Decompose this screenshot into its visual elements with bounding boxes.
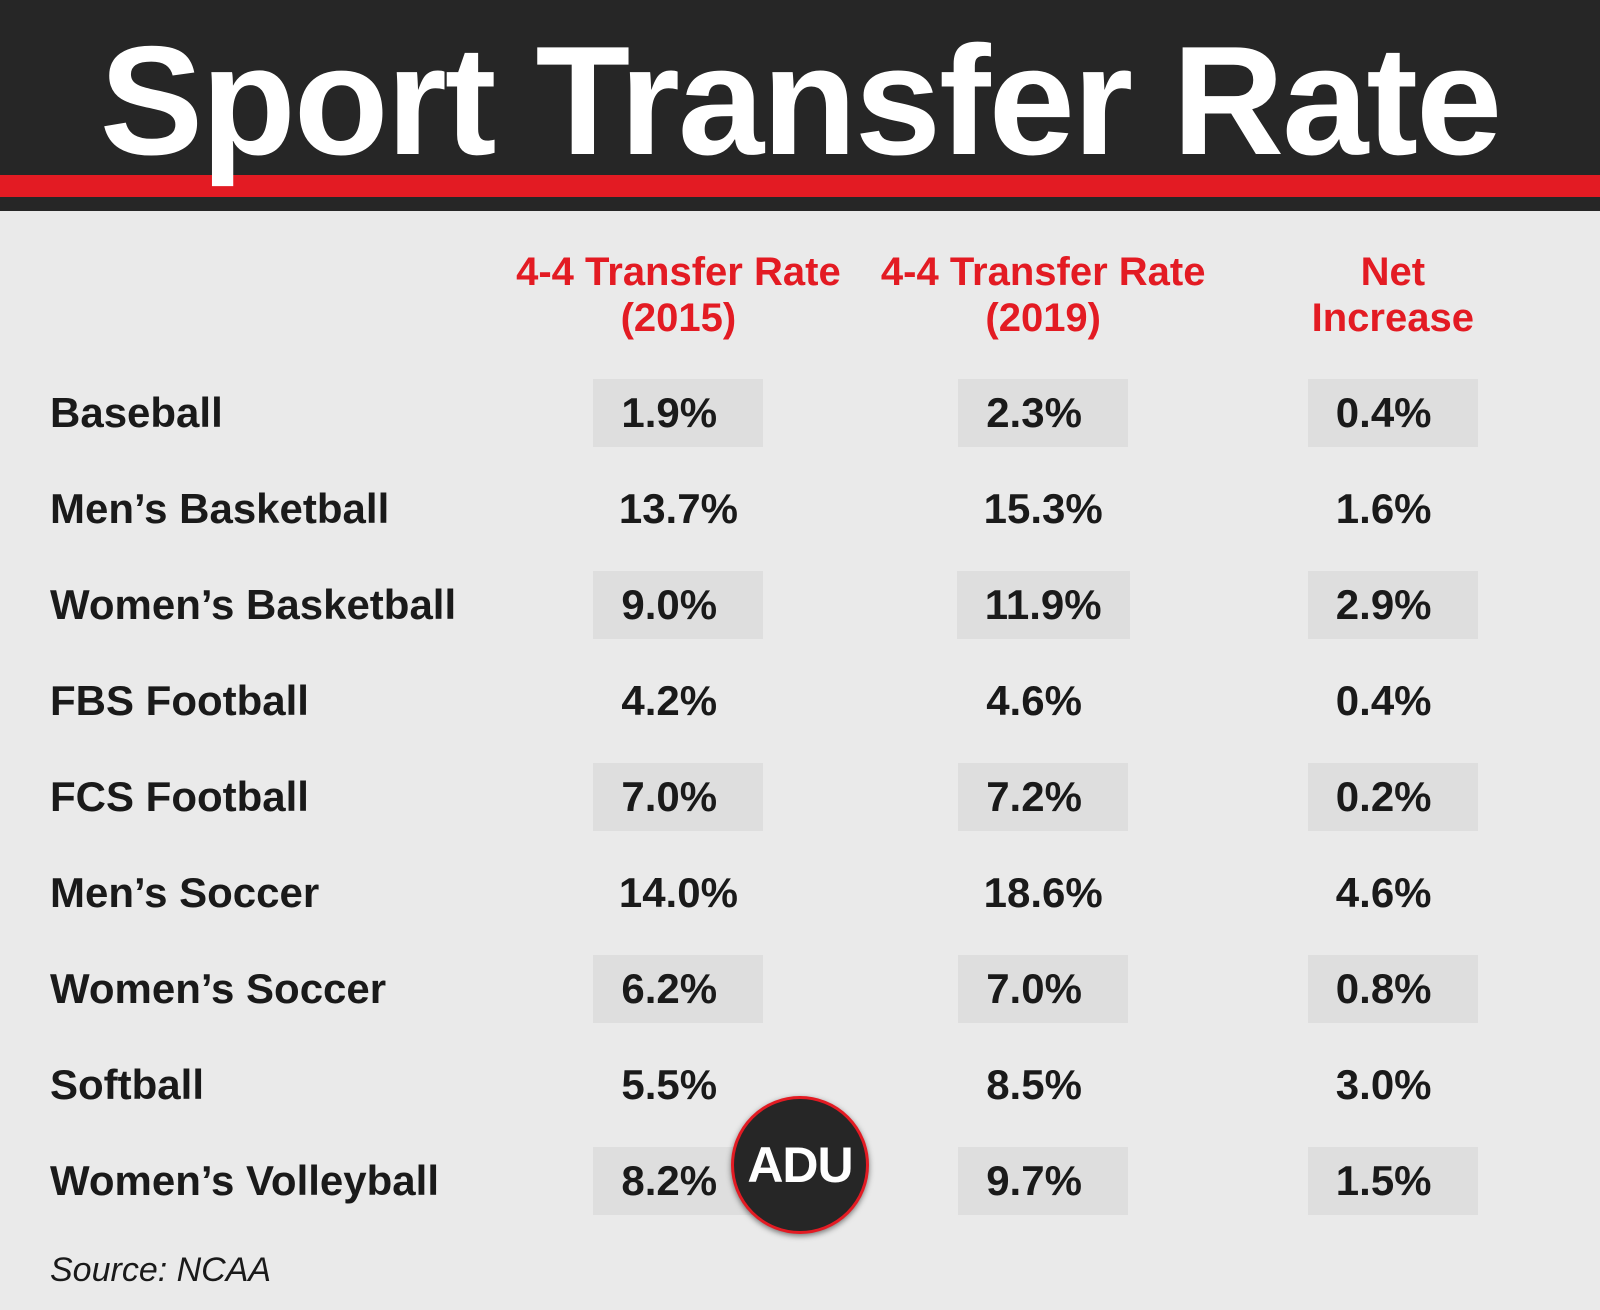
col-header-net-line2: Increase xyxy=(1312,296,1474,340)
table-row: FBS Football4.2%4.6%0.4% xyxy=(40,653,1560,749)
table-row: FCS Football7.0%7.2%0.2% xyxy=(40,749,1560,845)
cell-2015: 7.0% xyxy=(496,749,861,845)
cell-2019: 18.6% xyxy=(861,845,1226,941)
cell-sport: Men’s Soccer xyxy=(40,845,496,941)
cell-net: 3.0% xyxy=(1226,1037,1560,1133)
header: Sport Transfer Rate xyxy=(0,0,1600,211)
cell-sport: Women’s Soccer xyxy=(40,941,496,1037)
header-bottom-strip xyxy=(0,197,1600,211)
cell-2015: 6.2% xyxy=(496,941,861,1037)
infographic-container: Sport Transfer Rate 4-4 Transfer Rate (2… xyxy=(0,0,1600,1252)
cell-2015: 13.7% xyxy=(496,461,861,557)
cell-sport: Men’s Basketball xyxy=(40,461,496,557)
cell-2015: 14.0% xyxy=(496,845,861,941)
col-header-2019-line1: 4-4 Transfer Rate xyxy=(881,250,1206,294)
cell-2015: 4.2% xyxy=(496,653,861,749)
cell-net: 0.8% xyxy=(1226,941,1560,1037)
col-header-2019: 4-4 Transfer Rate (2019) xyxy=(861,241,1226,365)
cell-sport: Baseball xyxy=(40,365,496,461)
cell-2019: 2.3% xyxy=(861,365,1226,461)
cell-sport: FBS Football xyxy=(40,653,496,749)
logo-wrap: ADU xyxy=(731,1096,869,1234)
col-header-2015: 4-4 Transfer Rate (2015) xyxy=(496,241,861,365)
col-header-2015-line2: (2015) xyxy=(621,296,737,340)
cell-2015: 1.9% xyxy=(496,365,861,461)
cell-net: 0.4% xyxy=(1226,365,1560,461)
cell-2019: 9.7% xyxy=(861,1133,1226,1229)
col-header-net: Net Increase xyxy=(1226,241,1560,365)
cell-sport: Women’s Volleyball xyxy=(40,1133,496,1229)
table-row: Baseball1.9%2.3%0.4% xyxy=(40,365,1560,461)
table-row: Women’s Soccer6.2%7.0%0.8% xyxy=(40,941,1560,1037)
cell-sport: Women’s Basketball xyxy=(40,557,496,653)
table-row: Women’s Basketball9.0%11.9%2.9% xyxy=(40,557,1560,653)
cell-sport: Softball xyxy=(40,1037,496,1133)
cell-2019: 7.0% xyxy=(861,941,1226,1037)
col-header-2019-line2: (2019) xyxy=(985,296,1101,340)
col-header-sport xyxy=(40,241,496,365)
table-header-row: 4-4 Transfer Rate (2015) 4-4 Transfer Ra… xyxy=(40,241,1560,365)
cell-2019: 11.9% xyxy=(861,557,1226,653)
cell-net: 1.5% xyxy=(1226,1133,1560,1229)
transfer-rate-table: 4-4 Transfer Rate (2015) 4-4 Transfer Ra… xyxy=(40,241,1560,1229)
col-header-net-line1: Net xyxy=(1361,250,1425,294)
cell-2019: 15.3% xyxy=(861,461,1226,557)
cell-net: 0.2% xyxy=(1226,749,1560,845)
page-title: Sport Transfer Rate xyxy=(0,20,1600,183)
table-row: Men’s Soccer14.0%18.6%4.6% xyxy=(40,845,1560,941)
cell-net: 1.6% xyxy=(1226,461,1560,557)
cell-2015: 9.0% xyxy=(496,557,861,653)
cell-2019: 7.2% xyxy=(861,749,1226,845)
adu-logo-text: ADU xyxy=(747,1136,852,1194)
table-row: Men’s Basketball13.7%15.3%1.6% xyxy=(40,461,1560,557)
cell-2019: 4.6% xyxy=(861,653,1226,749)
cell-net: 2.9% xyxy=(1226,557,1560,653)
cell-sport: FCS Football xyxy=(40,749,496,845)
cell-net: 4.6% xyxy=(1226,845,1560,941)
cell-2019: 8.5% xyxy=(861,1037,1226,1133)
source-text: Source: NCAA xyxy=(40,1229,1560,1290)
adu-logo: ADU xyxy=(731,1096,869,1234)
cell-net: 0.4% xyxy=(1226,653,1560,749)
col-header-2015-line1: 4-4 Transfer Rate xyxy=(516,250,841,294)
